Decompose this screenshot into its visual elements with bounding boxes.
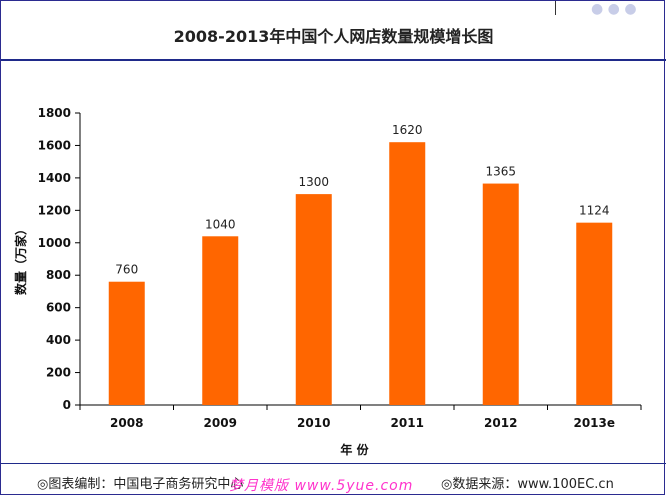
y-tick-label: 600: [46, 301, 71, 315]
y-tick-label: 0: [63, 398, 71, 412]
title-divider: [1, 59, 666, 61]
data-label: 1365: [485, 165, 516, 179]
watermark-text: 梦月模版 www.5yue.com: [229, 478, 414, 494]
y-tick-label: 1000: [38, 236, 71, 250]
x-axis-title: 年 份: [340, 442, 369, 457]
data-label: 1300: [298, 175, 329, 189]
bar: [202, 236, 239, 405]
x-tick-label: 2011: [391, 416, 424, 430]
y-axis-title: 数量（万家）: [13, 223, 28, 295]
bar: [108, 281, 145, 405]
data-label: 1040: [205, 217, 236, 231]
y-tick-label: 1200: [38, 203, 71, 217]
bar: [576, 222, 613, 405]
y-tick-label: 1600: [38, 138, 71, 152]
bar: [295, 194, 332, 405]
y-tick-label: 400: [46, 333, 71, 347]
x-tick-label: 2012: [484, 416, 517, 430]
x-tick-label: 2013e: [573, 416, 615, 430]
bar: [482, 183, 519, 405]
x-tick-label: 2008: [110, 416, 143, 430]
decorative-dots-icon: ● ● ●: [591, 1, 637, 17]
y-tick-label: 200: [46, 366, 71, 380]
x-tick-label: 2009: [204, 416, 237, 430]
chart-title: 2008-2013年中国个人网店数量规模增长图: [173, 27, 494, 46]
x-tick-label: 2010: [297, 416, 330, 430]
y-tick-label: 800: [46, 268, 71, 282]
y-tick-label: 1400: [38, 171, 71, 185]
footer-divider: [1, 463, 666, 464]
data-label: 760: [115, 263, 138, 277]
decorative-tick: [555, 1, 556, 15]
chart-credit: ◎图表编制：中国电子商务研究中心: [37, 477, 244, 492]
bar: [389, 142, 426, 405]
data-source: ◎数据来源：www.100EC.cn: [441, 477, 614, 492]
data-label: 1620: [392, 123, 423, 137]
bar-chart: 0 200 400 600 800 1000 1200 1400 1600 1800 760 2008…: [13, 106, 642, 457]
data-label: 1124: [579, 204, 610, 218]
y-tick-label: 1800: [38, 106, 71, 120]
